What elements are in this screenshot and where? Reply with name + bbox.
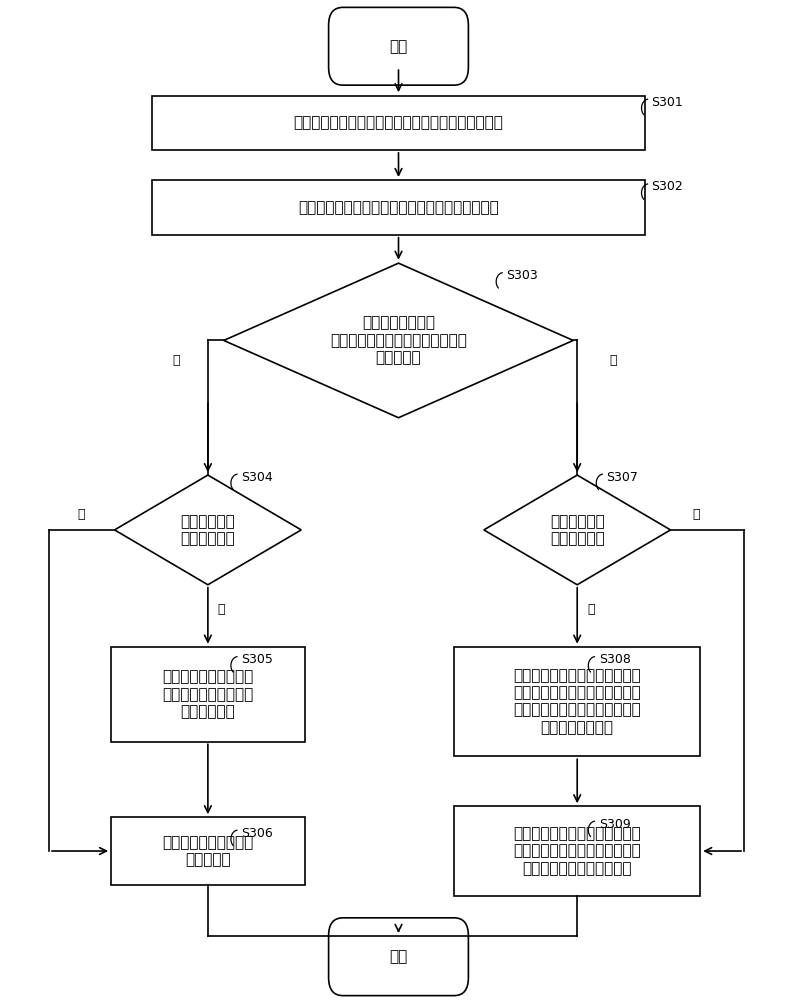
Text: S305: S305 [241, 653, 273, 666]
Text: S302: S302 [651, 180, 683, 193]
Text: S303: S303 [507, 269, 538, 282]
Text: S308: S308 [599, 653, 630, 666]
Text: 否: 否 [693, 508, 700, 521]
Text: 将所述当前表项删除，将所述表
项链表中的下一个表项作为所述
当前表项，直至所述表项链表中
全部表项遍历完毕: 将所述当前表项删除，将所述表 项链表中的下一个表项作为所述 当前表项，直至所述表… [513, 668, 641, 735]
FancyBboxPatch shape [328, 918, 469, 996]
Polygon shape [224, 263, 573, 418]
Text: 将所述表项链表中的下一个表项
作为所述当前表项，直至所述表
项链表中全部表项遍历完毕: 将所述表项链表中的下一个表项 作为所述当前表项，直至所述表 项链表中全部表项遍历… [513, 826, 641, 876]
Text: S309: S309 [599, 818, 630, 831]
Bar [152, 96, 645, 150]
Text: S304: S304 [241, 471, 273, 484]
Bar [111, 647, 305, 742]
Text: 是: 是 [218, 603, 225, 616]
Text: 开始: 开始 [390, 39, 407, 54]
Bar [152, 180, 645, 235]
Text: 判断当前表项
是否需要老化: 判断当前表项 是否需要老化 [550, 514, 605, 546]
Text: 判断接收报文对应
的识别号是否与当前表项对应的识
别号相匹配: 判断接收报文对应 的识别号是否与当前表项对应的识 别号相匹配 [330, 316, 467, 365]
Bar [454, 806, 701, 896]
Text: 更新所述当前表项中的
表项字段及当前表项对
应的更新时间: 更新所述当前表项中的 表项字段及当前表项对 应的更新时间 [163, 670, 253, 719]
Text: S307: S307 [607, 471, 638, 484]
Text: 是: 是 [172, 354, 180, 367]
FancyBboxPatch shape [328, 7, 469, 85]
Polygon shape [484, 475, 670, 585]
Text: 判断当前表项
是否需要老化: 判断当前表项 是否需要老化 [180, 514, 235, 546]
Text: 是: 是 [587, 603, 595, 616]
Bar [111, 817, 305, 885]
Bar [454, 647, 701, 756]
Text: 更新所述当前表项对应
的更新时间: 更新所述当前表项对应 的更新时间 [163, 835, 253, 867]
Text: 根据所述识别号，查找所述识别号对应的表项链表: 根据所述识别号，查找所述识别号对应的表项链表 [298, 200, 499, 215]
Text: 根据接收报文的头信息，生成接收报文对应的识别号: 根据接收报文的头信息，生成接收报文对应的识别号 [293, 116, 504, 131]
Text: S306: S306 [241, 827, 273, 840]
Text: S301: S301 [651, 96, 683, 109]
Text: 否: 否 [77, 508, 84, 521]
Text: 否: 否 [609, 354, 617, 367]
Text: 结束: 结束 [390, 949, 407, 964]
Polygon shape [115, 475, 301, 585]
